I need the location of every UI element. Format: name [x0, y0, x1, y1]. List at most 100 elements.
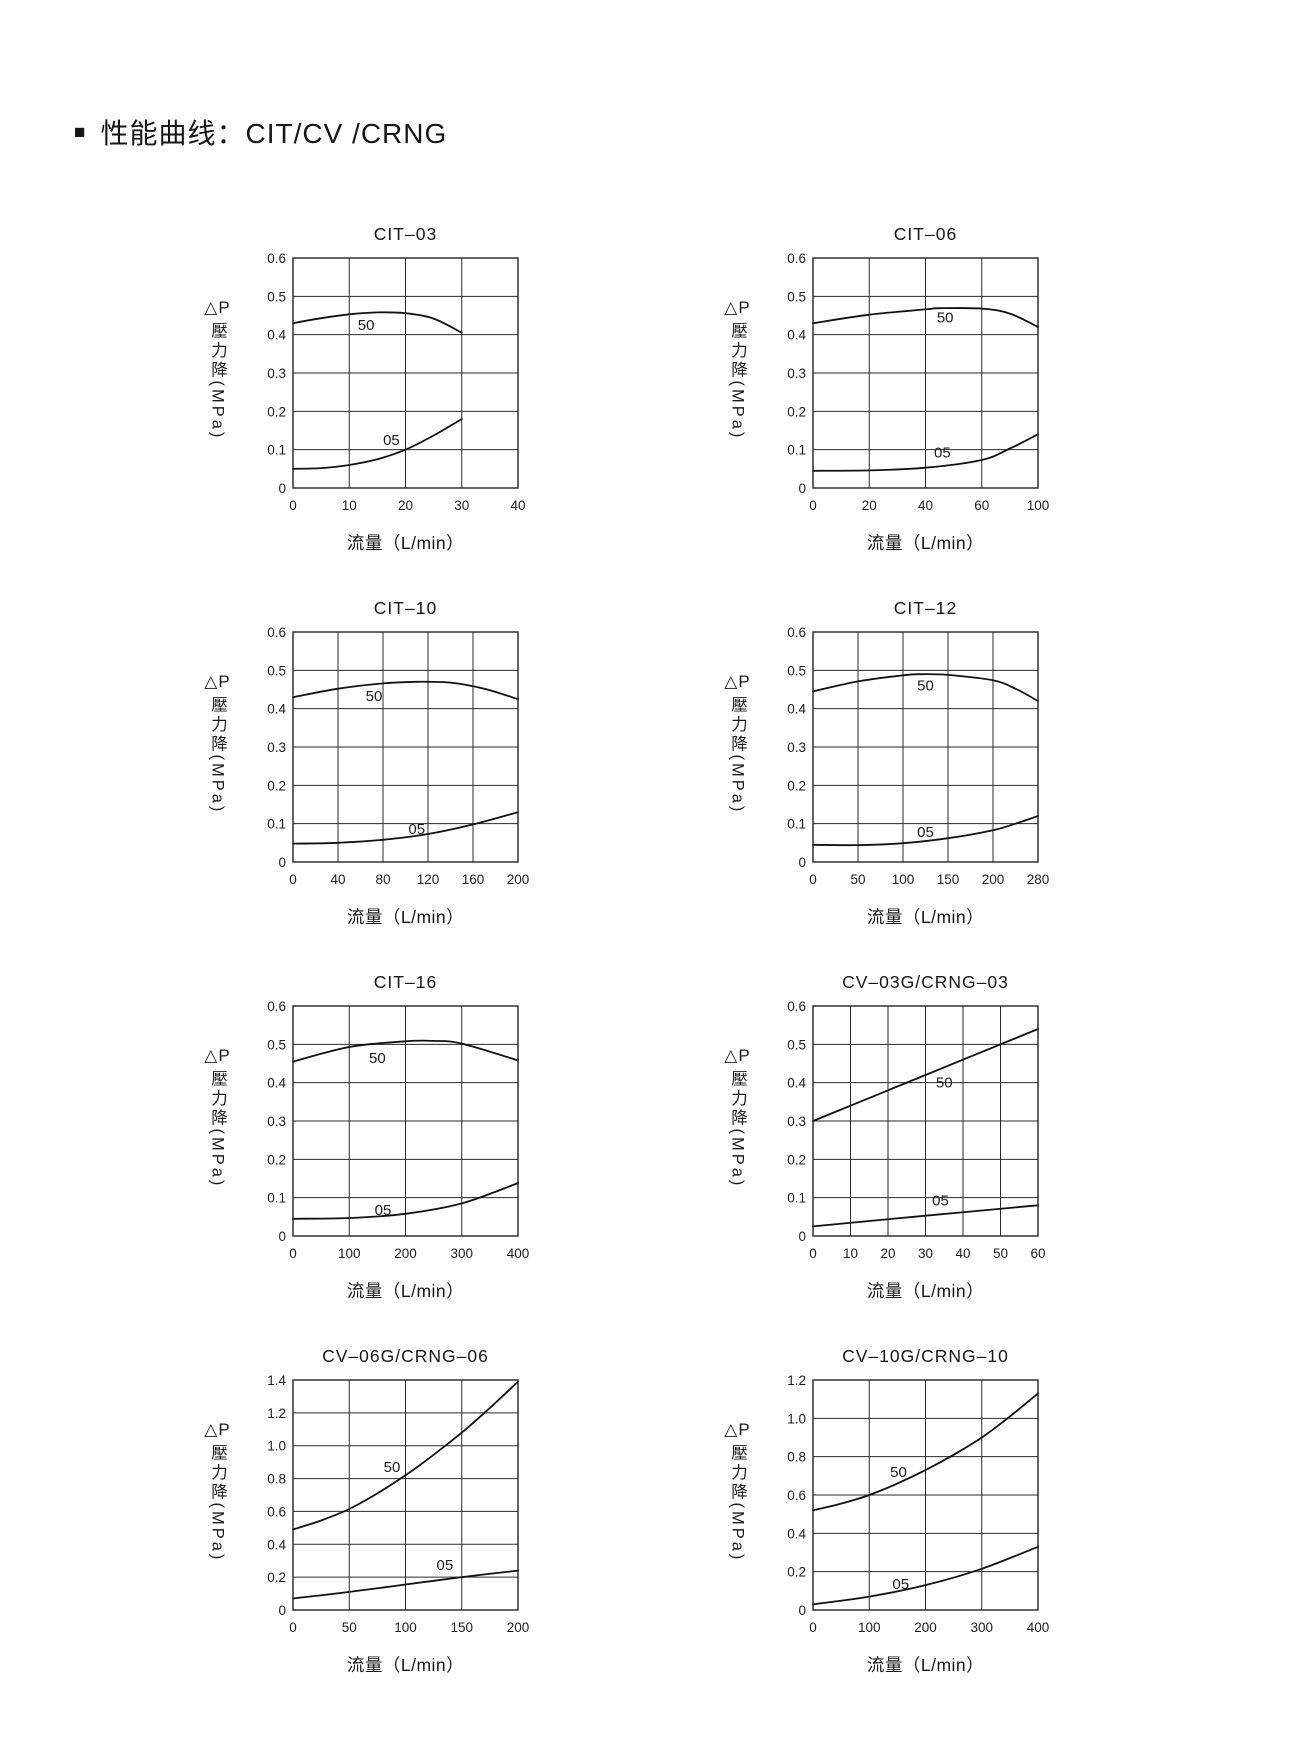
- x-tick-label: 50: [342, 1620, 357, 1635]
- y-tick-label: 0.3: [267, 740, 286, 755]
- plot-frame: [292, 1005, 519, 1237]
- series-label-50: 50: [917, 678, 934, 695]
- y-tick-label: 0.4: [267, 1537, 286, 1552]
- y-axis-label-text: 壓力降(MPa): [728, 696, 747, 815]
- x-tick-label: 200: [394, 1246, 417, 1261]
- y-tick-label: 0.4: [267, 702, 286, 717]
- y-tick-label: 1.4: [267, 1373, 286, 1388]
- y-tick-label: 0.4: [267, 328, 286, 343]
- chart-plot: 0 100 200 300 400 0 0.1 0.2 0.3 0.4 0.5 0.6 50 05: [267, 999, 529, 1261]
- y-tick-label: 0.2: [787, 1565, 806, 1580]
- x-axis-label: 流量（L/min）: [346, 533, 465, 553]
- y-tick-label: 0: [798, 481, 806, 496]
- y-axis-label-text: 壓力降(MPa): [728, 322, 747, 441]
- chart-block-cit-06: CIT–06 △P 壓力降(MPa) 0 20 40 60 100 0 0.1 0.2 0.3 0…: [680, 222, 1200, 596]
- chart-block-cv-10g-crng-10: CV–10G/CRNG–10 △P 壓力降(MPa) 0 100 200 300 400…: [680, 1344, 1200, 1718]
- series-label-05: 05: [383, 432, 400, 449]
- x-tick-label: 120: [417, 872, 440, 887]
- chart-block-cit-12: CIT–12 △P 壓力降(MPa) 0 50 100 150 200 280 0 0.1 0.…: [680, 596, 1200, 970]
- y-tick-label: 0.6: [267, 251, 286, 266]
- y-tick-label: 0.6: [787, 625, 806, 640]
- series-label-05: 05: [408, 821, 425, 838]
- chart-title: CV–03G/CRNG–03: [842, 972, 1009, 992]
- x-axis-label: 流量（L/min）: [346, 1655, 465, 1675]
- y-axis-label-dp: △P: [204, 672, 231, 691]
- x-tick-label: 0: [809, 1620, 817, 1635]
- y-tick-label: 0.3: [787, 1114, 806, 1129]
- series-label-50: 50: [369, 1050, 386, 1067]
- y-tick-label: 0.2: [267, 1152, 286, 1167]
- y-tick-label: 0: [278, 481, 286, 496]
- y-tick-label: 1.0: [787, 1411, 806, 1426]
- y-axis-label-dp: △P: [724, 298, 751, 317]
- y-axis-label-dp: △P: [204, 298, 231, 317]
- y-axis-label: △P 壓力降(MPa): [190, 246, 245, 440]
- x-axis-label: 流量（L/min）: [866, 533, 985, 553]
- chart-plot: 0 50 100 150 200 280 0 0.1 0.2 0.3 0.4 0.5 0.6 50 05: [787, 625, 1050, 887]
- curve-05: [812, 815, 1039, 847]
- x-tick-label: 10: [342, 498, 357, 513]
- y-tick-label: 0.5: [267, 289, 286, 304]
- x-tick-label: 100: [892, 872, 915, 887]
- series-label-50: 50: [936, 1075, 953, 1092]
- y-axis-label: △P 壓力降(MPa): [190, 994, 245, 1188]
- x-tick-label: 0: [289, 872, 297, 887]
- chart-area: △P 壓力降(MPa) 0 40 80 120 160 200 0 0.1 0.2 0.3 0.4 0…: [190, 620, 680, 904]
- y-tick-label: 0.3: [787, 366, 806, 381]
- x-tick-label: 30: [454, 498, 469, 513]
- y-tick-label: 1.2: [787, 1373, 806, 1388]
- chart-block-cit-10: CIT–10 △P 壓力降(MPa) 0 40 80 120 160 200 0 0.1 0.2…: [160, 596, 680, 970]
- y-tick-label: 0.4: [267, 1076, 286, 1091]
- plot-frame: [812, 257, 1039, 489]
- y-axis-label: △P 壓力降(MPa): [710, 1368, 765, 1562]
- chart-area: △P 壓力降(MPa) 0 100 200 300 400 0 0.2 0.4 0.6 0.8 1.…: [710, 1368, 1200, 1652]
- chart-title: CIT–16: [373, 972, 438, 992]
- page-header: ■ 性能曲线：CIT/CV /CRNG: [74, 112, 447, 152]
- y-tick-label: 0.5: [267, 1037, 286, 1052]
- performance-charts-grid: CIT–03 △P 壓力降(MPa) 0 10 20 30 40 0 0.1 0.2 0.3 0.…: [160, 222, 1200, 1718]
- x-tick-label: 100: [394, 1620, 417, 1635]
- x-tick-label: 20: [880, 1246, 895, 1261]
- x-tick-label: 20: [398, 498, 413, 513]
- chart-block-cit-03: CIT–03 △P 壓力降(MPa) 0 10 20 30 40 0 0.1 0.2 0.3 0.…: [160, 222, 680, 596]
- curve-05: [812, 1545, 1039, 1606]
- y-tick-label: 0.6: [267, 625, 286, 640]
- y-tick-label: 0.3: [267, 366, 286, 381]
- y-tick-label: 0.1: [787, 443, 806, 458]
- y-axis-label: △P 壓力降(MPa): [710, 994, 765, 1188]
- y-axis-label: △P 壓力降(MPa): [190, 1368, 245, 1562]
- x-tick-label: 280: [1027, 872, 1050, 887]
- curve-05: [292, 418, 463, 470]
- square-bullet-icon: ■: [74, 121, 87, 143]
- chart-title: CIT–03: [373, 224, 438, 244]
- series-label-50: 50: [890, 1464, 907, 1481]
- y-axis-label: △P 壓力降(MPa): [710, 620, 765, 814]
- chart-plot: 0 10 20 30 40 0 0.1 0.2 0.3 0.4 0.5 0.6 50 05: [267, 251, 525, 513]
- y-tick-label: 0.4: [787, 702, 806, 717]
- y-tick-label: 0.6: [787, 999, 806, 1014]
- y-tick-label: 0.2: [787, 404, 806, 419]
- chart-title: CV–10G/CRNG–10: [842, 1346, 1009, 1366]
- chart-title: CIT–12: [893, 598, 958, 618]
- y-tick-label: 0.6: [787, 251, 806, 266]
- chart-area: △P 壓力降(MPa) 0 50 100 150 200 280 0 0.1 0.2 0.3 0.4…: [710, 620, 1200, 904]
- y-axis-label-text: 壓力降(MPa): [208, 1070, 227, 1189]
- x-tick-label: 60: [974, 498, 989, 513]
- chart-area: △P 壓力降(MPa) 0 50 100 150 200 0 0.2 0.4 0.6 0.8 1.0…: [190, 1368, 680, 1652]
- x-tick-label: 100: [1027, 498, 1050, 513]
- x-tick-label: 20: [862, 498, 877, 513]
- chart-title: CV–06G/CRNG–06: [322, 1346, 489, 1366]
- x-axis-label: 流量（L/min）: [346, 1281, 465, 1301]
- series-label-50: 50: [937, 309, 954, 326]
- chart-title: CIT–06: [893, 224, 958, 244]
- plot-frame: [812, 1379, 1039, 1611]
- chart-area: △P 壓力降(MPa) 0 10 20 30 40 50 60 0 0.1 0.2 0.3 0.4 0.…: [710, 994, 1200, 1278]
- x-tick-label: 0: [289, 1620, 297, 1635]
- chart-block-cv-06g-crng-06: CV–06G/CRNG–06 △P 壓力降(MPa) 0 50 100 150 200 0…: [160, 1344, 680, 1718]
- curve-05: [292, 1569, 519, 1600]
- x-tick-label: 0: [809, 872, 817, 887]
- curve-50: [812, 1028, 1039, 1122]
- y-tick-label: 0.4: [787, 328, 806, 343]
- x-tick-label: 40: [918, 498, 933, 513]
- series-label-05: 05: [437, 1557, 454, 1574]
